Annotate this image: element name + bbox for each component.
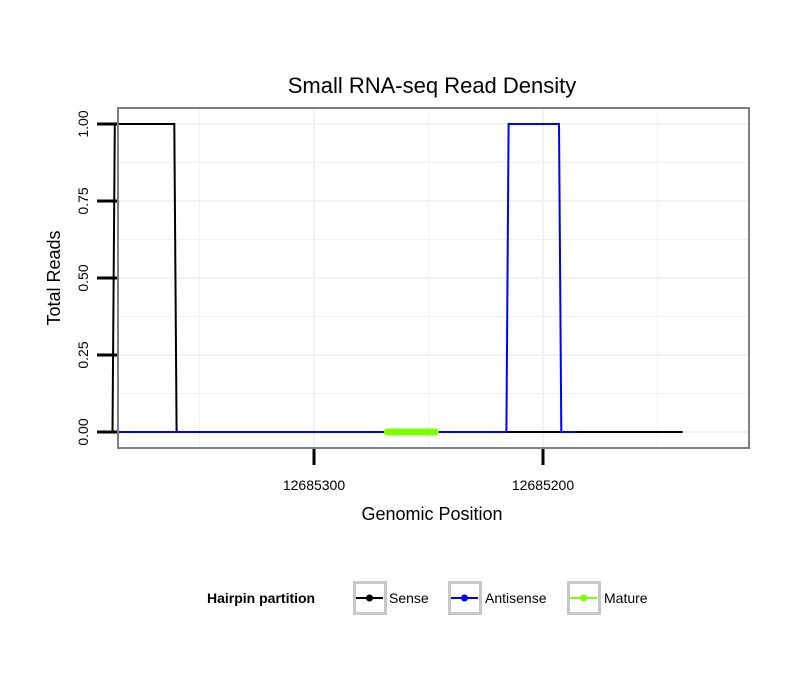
x-tick-label: 12685300: [283, 477, 346, 493]
y-tick-label: 1.00: [75, 110, 91, 137]
legend-key-point: [461, 594, 468, 602]
legend-key-point: [580, 594, 587, 602]
legend-item-sense: Sense: [353, 581, 429, 615]
chart-title: Small RNA-seq Read Density: [288, 73, 577, 98]
series-line-antisense: [112, 123, 578, 433]
y-tick-label: 0.00: [75, 418, 91, 445]
y-tick-label: 0.50: [75, 264, 91, 291]
legend-label: Antisense: [485, 590, 547, 606]
legend-item-antisense: Antisense: [448, 581, 547, 615]
y-tick-label: 0.75: [75, 187, 91, 214]
legend-key-point: [366, 594, 373, 602]
legend-label: Sense: [389, 590, 429, 606]
legend: Hairpin partition Sense Antisense Mature: [207, 581, 648, 615]
y-tick-label: 0.25: [75, 341, 91, 368]
legend-title: Hairpin partition: [207, 590, 315, 606]
y-axis-title: Total Reads: [44, 230, 64, 325]
legend-label: Mature: [604, 590, 648, 606]
x-axis-title: Genomic Position: [361, 504, 502, 524]
x-tick-label: 12685200: [512, 477, 575, 493]
legend-item-mature: Mature: [567, 581, 648, 615]
plot-panel: [111, 107, 750, 449]
panel-border: [117, 107, 750, 449]
